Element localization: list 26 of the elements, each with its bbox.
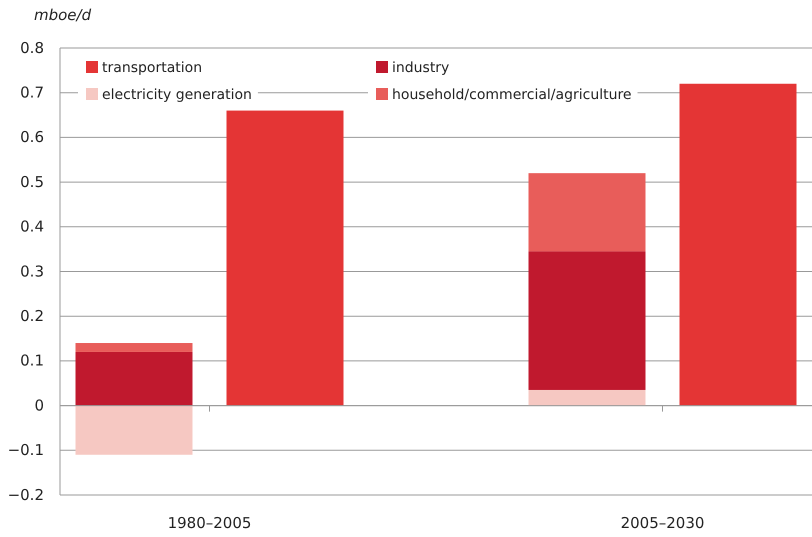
y-tick-label: −0.1 xyxy=(8,441,44,460)
bar xyxy=(680,84,796,406)
bar xyxy=(528,173,646,252)
bar xyxy=(226,110,344,406)
y-tick-label: 0.5 xyxy=(20,172,44,191)
legend-label: transportation xyxy=(102,60,202,76)
bar xyxy=(76,343,192,352)
y-tick-label: 0 xyxy=(34,396,44,414)
y-tick-label: −0.2 xyxy=(8,486,44,504)
y-tick-label: 0.1 xyxy=(20,352,44,370)
y-tick-label: 0.3 xyxy=(20,262,44,280)
legend-label: industry xyxy=(392,60,450,76)
y-axis-title: mboe/d xyxy=(34,6,92,24)
bar xyxy=(76,352,192,406)
bar xyxy=(528,251,646,390)
bar xyxy=(76,406,192,455)
bar xyxy=(528,390,646,406)
y-tick-label: 0.7 xyxy=(20,84,44,102)
legend-label: household/commercial/agriculture xyxy=(392,87,632,103)
y-tick-label: 0.6 xyxy=(20,128,44,146)
x-tick-label: 2005–2030 xyxy=(620,514,704,532)
y-tick-label: 0.2 xyxy=(20,307,44,325)
y-tick-label: 0.8 xyxy=(20,38,44,57)
legend-label: electricity generation xyxy=(102,87,252,103)
y-tick-label: 0.4 xyxy=(20,218,44,236)
x-tick-label: 1980–2005 xyxy=(168,514,252,532)
